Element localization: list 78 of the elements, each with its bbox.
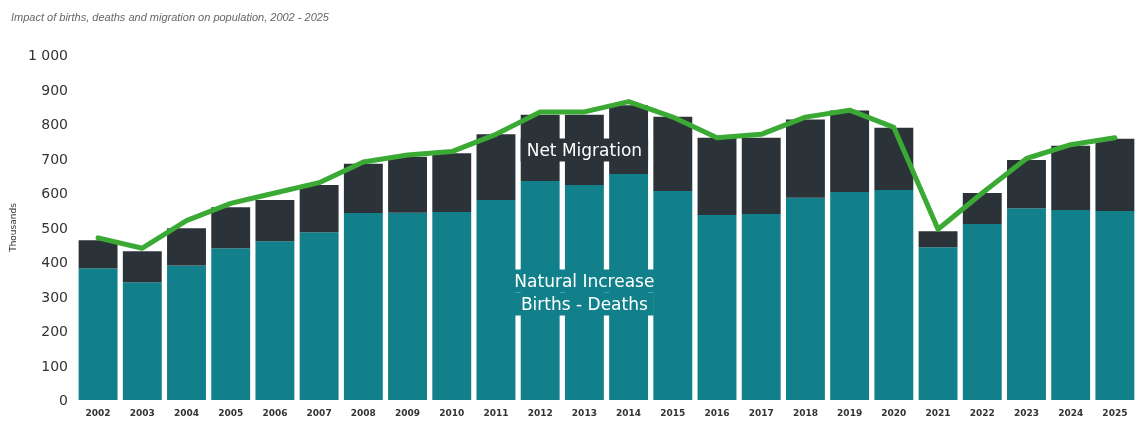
bar [299, 232, 339, 400]
bar [476, 134, 516, 200]
bar [388, 156, 427, 213]
bar [343, 163, 383, 214]
bar [211, 207, 251, 249]
x-tick-label: 2015 [660, 407, 686, 418]
bar [343, 213, 383, 400]
y-tick-label: 800 [41, 116, 68, 132]
y-tick-label: 400 [41, 254, 68, 270]
x-tick-label: 2022 [969, 407, 995, 418]
bar [653, 116, 693, 191]
x-tick-label: 2002 [85, 407, 111, 418]
bar [697, 215, 737, 400]
x-tick-label: 2016 [704, 407, 730, 418]
y-tick-label: 700 [41, 150, 68, 167]
bar [167, 228, 206, 266]
bar [785, 119, 825, 198]
x-tick-label: 2006 [262, 407, 288, 418]
bar [918, 231, 958, 248]
bar [167, 265, 206, 400]
bar [299, 185, 339, 233]
x-tick-label: 2003 [129, 407, 155, 418]
x-tick-label: 2009 [395, 407, 421, 418]
bar [1095, 138, 1135, 211]
bar [1051, 145, 1091, 210]
series-label: Net Migration [526, 139, 643, 160]
bar [1051, 209, 1091, 400]
bar [1095, 210, 1135, 400]
bar [78, 240, 118, 269]
bar [962, 224, 1002, 400]
series-label: Natural Increase Births - Deaths [514, 271, 655, 315]
x-tick-label: 2014 [616, 407, 642, 418]
bar [1007, 208, 1046, 400]
x-tick-label: 2020 [881, 407, 907, 418]
y-tick-label: 600 [41, 185, 68, 201]
bar [741, 137, 781, 215]
bar [255, 241, 295, 400]
y-axis-title: Thousands [7, 202, 18, 253]
bar [830, 110, 870, 192]
x-tick-label: 2008 [350, 407, 376, 418]
x-tick-label: 2019 [837, 407, 863, 418]
bar [255, 199, 295, 242]
x-tick-label: 2023 [1013, 407, 1040, 418]
y-tick-label: 900 [41, 81, 68, 98]
bar [918, 247, 958, 400]
bar [211, 248, 251, 400]
x-tick-label: 2005 [218, 407, 244, 418]
y-tick-label: 300 [41, 288, 68, 305]
bar [741, 214, 781, 400]
bar [874, 127, 914, 190]
x-tick-label: 2011 [483, 407, 509, 418]
bar [122, 282, 162, 400]
x-tick-label: 2017 [748, 407, 774, 418]
x-tick-label: 2025 [1102, 407, 1128, 418]
bar [785, 197, 825, 400]
x-tick-label: 2010 [439, 407, 465, 418]
x-tick-label: 2021 [925, 407, 951, 418]
bar [432, 153, 472, 212]
y-tick-label: 1 000 [27, 47, 68, 63]
bar [874, 189, 914, 400]
x-tick-label: 2018 [792, 407, 818, 418]
y-tick-label: 200 [41, 323, 68, 339]
bar [830, 191, 870, 400]
x-tick-label: 2024 [1058, 407, 1084, 418]
bar [697, 137, 737, 216]
y-tick-label: 0 [59, 392, 68, 408]
y-tick-label: 100 [41, 357, 68, 374]
bar [432, 211, 472, 400]
bar [1007, 159, 1046, 209]
bar [388, 212, 427, 400]
x-tick-label: 2004 [173, 407, 200, 418]
x-tick-label: 2007 [306, 407, 332, 418]
chart-title: Impact of births, deaths and migration on population, 2002 - 2025 [11, 10, 330, 23]
bar [78, 268, 118, 400]
x-tick-label: 2013 [571, 407, 597, 418]
y-tick-label: 500 [41, 219, 68, 236]
bar [122, 251, 162, 283]
x-tick-label: 2012 [527, 407, 553, 418]
